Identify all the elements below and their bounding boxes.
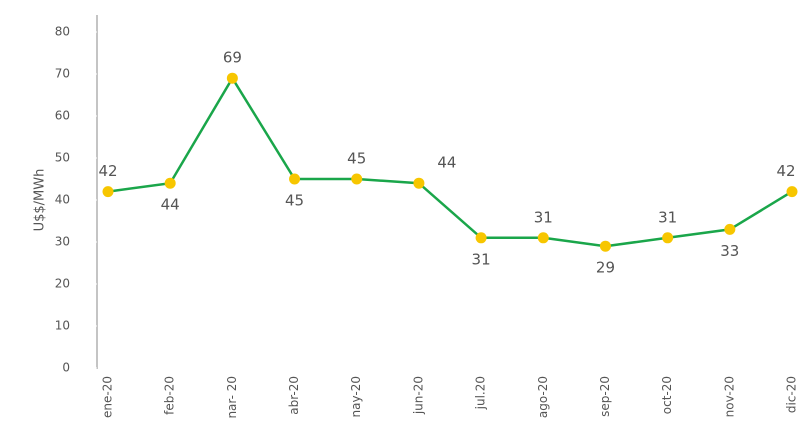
marker <box>289 173 301 185</box>
data-label: 31 <box>472 250 491 268</box>
data-label: 69 <box>223 49 242 67</box>
marker <box>102 186 114 198</box>
x-tick-label: nar- 20 <box>225 376 239 419</box>
marker <box>475 232 487 244</box>
x-tick-label: abr-20 <box>287 376 301 415</box>
marker <box>413 177 425 189</box>
x-tick-label: ago-20 <box>536 376 550 418</box>
x-tick-label: jul.20 <box>474 376 488 410</box>
y-axis-label: U$$/MWh <box>33 169 48 232</box>
marker <box>351 173 363 185</box>
y-tick-label: 60 <box>55 109 70 123</box>
data-label: 45 <box>347 150 366 168</box>
marker <box>724 223 736 235</box>
y-tick-label: 40 <box>55 193 70 207</box>
marker <box>662 232 674 244</box>
y-tick-label: 20 <box>55 277 70 291</box>
y-tick-label: 50 <box>55 151 70 165</box>
marker <box>599 240 611 252</box>
y-tick-label: 10 <box>55 319 70 333</box>
marker <box>164 177 176 189</box>
x-tick-label: nov-20 <box>722 376 736 417</box>
data-label: 31 <box>658 208 677 226</box>
x-tick-label: feb-20 <box>163 376 177 415</box>
y-tick-label: 80 <box>55 25 70 39</box>
x-tick-label: jun-20 <box>411 376 425 415</box>
y-tick-label: 0 <box>62 361 70 375</box>
data-label: 45 <box>285 192 304 210</box>
x-tick-label: dic-20 <box>785 376 799 413</box>
data-label: 44 <box>161 196 180 214</box>
y-tick-label: 30 <box>55 235 70 249</box>
data-label: 44 <box>437 154 456 172</box>
data-label: 42 <box>98 162 117 180</box>
data-label: 33 <box>720 242 739 260</box>
x-tick-label: oct-20 <box>660 376 674 414</box>
x-tick-label: sep-20 <box>598 376 612 417</box>
marker <box>537 232 549 244</box>
data-label: 29 <box>596 259 615 277</box>
x-tick-label: nay-20 <box>349 376 363 417</box>
marker <box>226 72 238 84</box>
y-tick-label: 70 <box>55 67 70 81</box>
marker <box>786 186 798 198</box>
x-tick-label: ene-20 <box>101 376 115 418</box>
data-label: 31 <box>534 208 553 226</box>
line <box>107 75 793 248</box>
data-label: 42 <box>776 162 795 180</box>
